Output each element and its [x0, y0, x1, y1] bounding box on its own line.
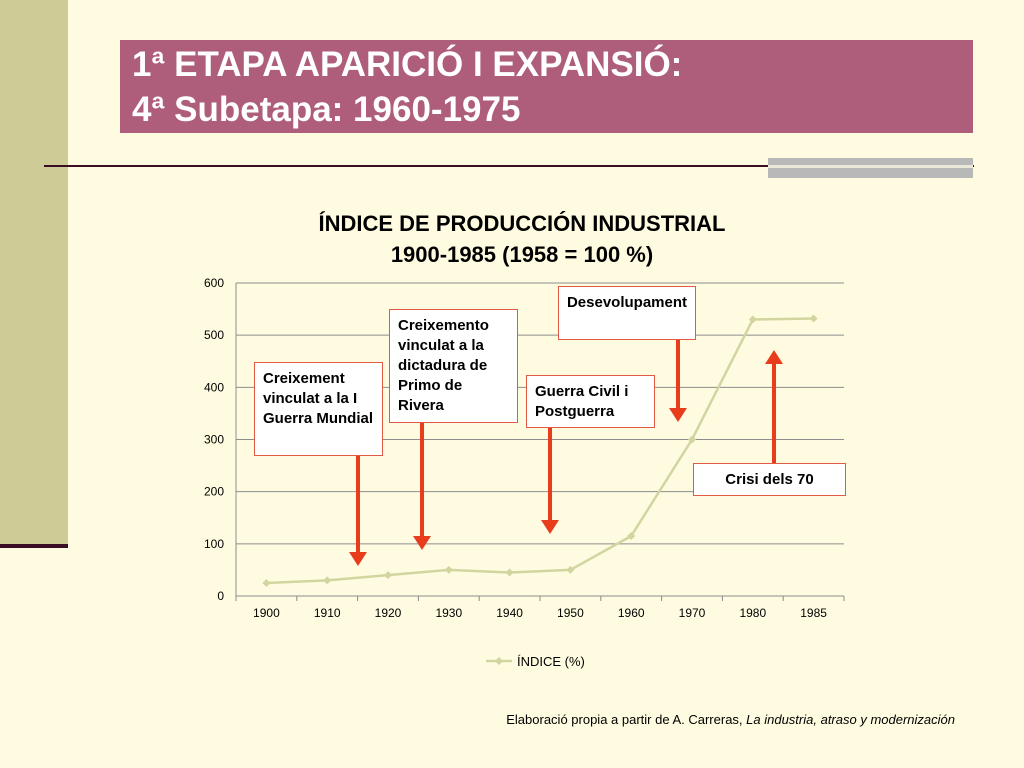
x-tick-label: 1980	[739, 606, 766, 620]
data-point	[384, 571, 392, 580]
separator-grey-stripe	[768, 165, 973, 168]
slide-title-banner: 1ª ETAPA APARICIÓ I EXPANSIÓ: 4ª Subetap…	[120, 40, 973, 133]
annotation-arrows	[349, 340, 783, 566]
y-tick-label: 500	[204, 328, 224, 342]
y-tick-label: 600	[204, 276, 224, 290]
arrow-primo-de-rivera-head	[413, 536, 431, 550]
x-tick-label: 1985	[800, 606, 827, 620]
x-tick-label: 1900	[253, 606, 280, 620]
y-tick-label: 100	[204, 537, 224, 551]
data-point	[444, 565, 453, 574]
x-tick-label: 1970	[679, 606, 706, 620]
arrow-civil-war-head	[541, 520, 559, 534]
y-axis-tick-labels: 0 100 200 300 400 500 600	[204, 276, 224, 603]
x-axis-tick-labels: 1900 1910 1920 1930 1940 1950 1960 1970 1980 1985	[253, 606, 827, 620]
source-text: Elaboració propia a partir de A. Carrera…	[506, 712, 747, 727]
slide-title-line-1: 1ª ETAPA APARICIÓ I EXPANSIÓ:	[132, 45, 683, 84]
callout-70s-crisis: Crisi dels 70	[693, 463, 846, 496]
legend-swatch-marker	[495, 657, 503, 665]
y-tick-label: 300	[204, 433, 224, 447]
arrow-70s-crisis-head	[765, 350, 783, 364]
left-decorative-bar	[0, 0, 68, 546]
data-point	[627, 532, 636, 541]
y-tick-label: 200	[204, 485, 224, 499]
data-point	[323, 576, 332, 585]
callout-civil-war: Guerra Civil i Postguerra	[526, 375, 655, 428]
chart-legend: ÍNDICE (%)	[486, 654, 585, 669]
x-tick-label: 1960	[618, 606, 645, 620]
y-tick-label: 400	[204, 380, 224, 394]
left-bar-underline	[0, 544, 68, 548]
data-point	[262, 578, 271, 587]
callout-ww1: Creixement vinculat a la I Guerra Mundia…	[254, 362, 383, 456]
data-point	[688, 435, 696, 444]
chart-title: ÍNDICE DE PRODUCCIÓN INDUSTRIAL	[318, 211, 726, 236]
series-line	[266, 317, 814, 585]
x-tick-label: 1920	[375, 606, 402, 620]
chart-subtitle: 1900-1985 (1958 = 100 %)	[390, 242, 654, 267]
callout-primo-de-rivera: Creixemento vinculat a la dictadura de P…	[389, 309, 518, 423]
x-tick-label: 1950	[557, 606, 584, 620]
x-tick-label: 1910	[314, 606, 341, 620]
y-tick-label: 0	[217, 589, 224, 603]
callout-development: Desevolupament	[558, 286, 696, 340]
arrow-ww1-head	[349, 552, 367, 566]
chart-axes	[235, 283, 845, 601]
title-separator-line	[44, 165, 974, 167]
x-tick-label: 1930	[435, 606, 462, 620]
source-book-title: La industria, atraso y modernización	[746, 712, 955, 727]
data-point	[566, 565, 575, 574]
slide-title-line-2: 4ª Subetapa: 1960-1975	[132, 90, 521, 129]
data-point	[748, 315, 757, 324]
legend-label: ÍNDICE (%)	[517, 654, 585, 669]
data-point	[809, 314, 818, 323]
separator-grey-block	[768, 158, 973, 178]
chart-title-block: ÍNDICE DE PRODUCCIÓN INDUSTRIAL 1900-198…	[232, 208, 812, 270]
chart-series	[262, 314, 818, 587]
x-tick-label: 1940	[496, 606, 523, 620]
arrow-development-head	[669, 408, 687, 422]
data-point	[505, 568, 514, 577]
source-note: Elaboració propia a partir de A. Carrera…	[300, 712, 955, 727]
